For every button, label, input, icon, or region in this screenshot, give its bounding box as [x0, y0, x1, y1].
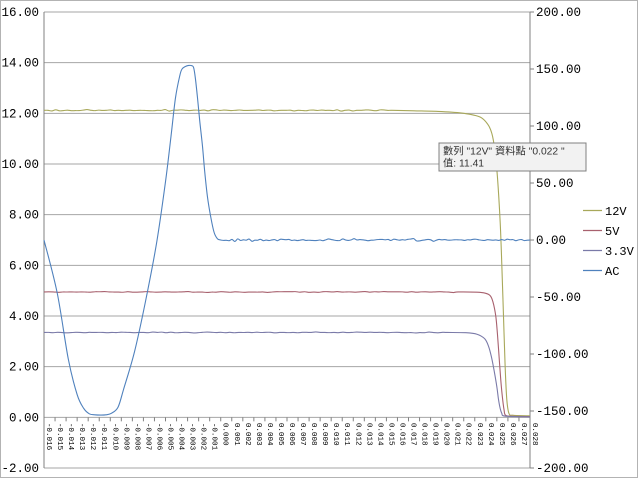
svg-text:-150.00: -150.00: [536, 405, 589, 419]
svg-text:0.023: 0.023: [475, 423, 483, 446]
svg-text:8.00: 8.00: [9, 209, 39, 223]
svg-text:-0.011: -0.011: [99, 423, 107, 451]
svg-text:0.026: 0.026: [508, 423, 516, 446]
svg-text:100.00: 100.00: [536, 120, 581, 134]
svg-text:12.00: 12.00: [1, 107, 39, 121]
svg-text:0.004: 0.004: [265, 423, 273, 446]
svg-text:0.009: 0.009: [320, 423, 328, 446]
svg-text:-0.014: -0.014: [66, 423, 74, 451]
svg-text:5V: 5V: [605, 225, 620, 239]
svg-text:0.013: 0.013: [364, 423, 372, 446]
svg-text:-50.00: -50.00: [536, 291, 581, 305]
svg-text:0.014: 0.014: [375, 423, 383, 446]
svg-text:0.012: 0.012: [353, 423, 361, 446]
svg-text:200.00: 200.00: [536, 6, 581, 20]
svg-text:-200.00: -200.00: [536, 462, 589, 476]
svg-text:0.027: 0.027: [519, 423, 527, 446]
svg-text:0.018: 0.018: [420, 423, 428, 446]
svg-text:0.006: 0.006: [287, 423, 295, 446]
svg-text:-0.015: -0.015: [55, 423, 63, 451]
svg-text:-0.003: -0.003: [188, 423, 196, 451]
svg-text:-0.001: -0.001: [210, 423, 218, 451]
svg-text:-0.005: -0.005: [166, 423, 174, 451]
svg-text:0.005: 0.005: [276, 423, 284, 446]
svg-text:0.008: 0.008: [309, 423, 317, 446]
svg-text:150.00: 150.00: [536, 63, 581, 77]
svg-text:-100.00: -100.00: [536, 348, 589, 362]
svg-text:2.00: 2.00: [9, 361, 39, 375]
svg-text:-0.004: -0.004: [177, 423, 185, 451]
svg-text:0.003: 0.003: [254, 423, 262, 446]
svg-text:-0.007: -0.007: [143, 423, 151, 450]
svg-text:數列 "12V" 資料點 "0.022 ": 數列 "12V" 資料點 "0.022 ": [443, 145, 565, 158]
svg-text:16.00: 16.00: [1, 6, 39, 20]
svg-text:0.017: 0.017: [409, 423, 417, 446]
svg-text:0.024: 0.024: [486, 423, 494, 446]
svg-text:0.016: 0.016: [397, 423, 405, 446]
svg-text:0.007: 0.007: [298, 423, 306, 446]
svg-text:12V: 12V: [605, 205, 627, 219]
svg-text:0.011: 0.011: [342, 423, 350, 446]
svg-text:0.001: 0.001: [232, 423, 240, 446]
svg-text:6.00: 6.00: [9, 259, 39, 273]
svg-text:-0.002: -0.002: [199, 423, 207, 451]
svg-text:0.010: 0.010: [331, 423, 339, 446]
svg-text:-2.00: -2.00: [1, 462, 39, 476]
svg-text:50.00: 50.00: [536, 177, 574, 191]
svg-text:4.00: 4.00: [9, 310, 39, 324]
svg-text:-0.012: -0.012: [88, 423, 96, 451]
svg-text:0.028: 0.028: [530, 423, 538, 446]
svg-text:3.3V: 3.3V: [605, 245, 635, 259]
svg-text:0.00: 0.00: [9, 411, 39, 425]
svg-text:0.00: 0.00: [536, 234, 566, 248]
svg-text:值: 11.41: 值: 11.41: [443, 157, 484, 170]
svg-text:AC: AC: [605, 265, 619, 279]
svg-text:-0.009: -0.009: [121, 423, 129, 451]
svg-text:10.00: 10.00: [1, 158, 39, 172]
svg-text:0.000: 0.000: [221, 423, 229, 446]
svg-text:0.021: 0.021: [453, 423, 461, 446]
svg-text:0.015: 0.015: [386, 423, 394, 446]
svg-text:0.019: 0.019: [431, 423, 439, 446]
svg-text:14.00: 14.00: [1, 57, 39, 71]
svg-text:0.020: 0.020: [442, 423, 450, 446]
svg-text:0.002: 0.002: [243, 423, 251, 446]
svg-text:-0.013: -0.013: [77, 423, 85, 451]
svg-text:-0.008: -0.008: [132, 423, 140, 451]
svg-text:-0.010: -0.010: [110, 423, 118, 451]
svg-text:-0.006: -0.006: [154, 423, 162, 451]
svg-text:-0.016: -0.016: [44, 423, 52, 451]
svg-text:0.022: 0.022: [464, 423, 472, 446]
svg-text:0.025: 0.025: [497, 423, 505, 446]
